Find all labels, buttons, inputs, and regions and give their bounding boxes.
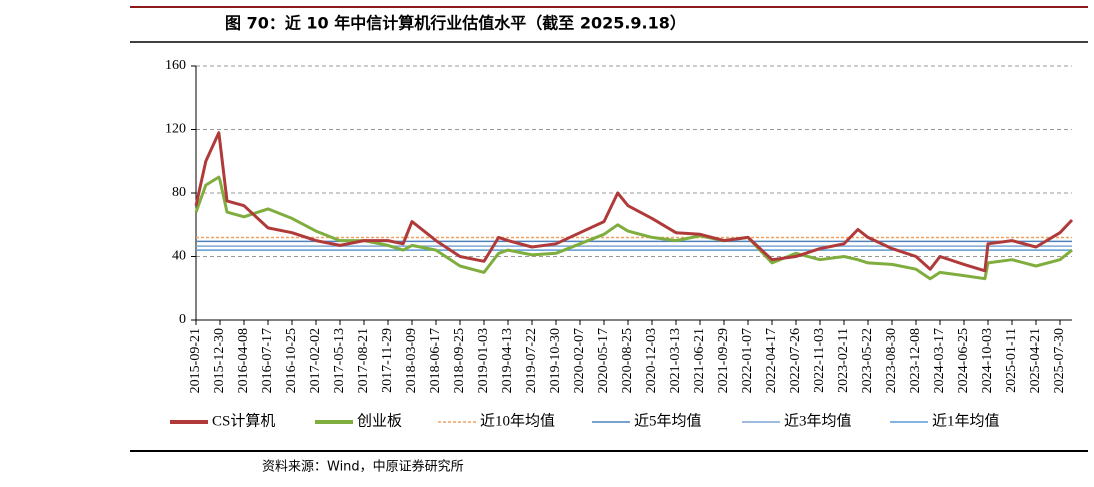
x-tick-label: 2015-09-21 [188,328,203,393]
x-tick-label: 2021-06-21 [692,328,707,393]
x-tick-label: 2024-10-03 [980,328,995,393]
y-tick-label: 0 [179,312,186,327]
x-tick-label: 2022-04-17 [764,328,779,393]
x-tick-label: 2025-04-21 [1028,328,1043,393]
x-tick-label: 2025-07-30 [1052,328,1067,393]
x-tick-label: 2019-10-30 [548,328,563,393]
legend-label: 近5年均值 [634,412,702,429]
x-tick-label: 2022-01-07 [740,328,755,393]
x-tick-label: 2016-10-25 [284,328,299,393]
y-tick-label: 80 [172,185,186,200]
x-tick-label: 2017-02-02 [308,328,323,393]
legend-label: 近3年均值 [784,412,852,429]
x-tick-label: 2019-07-22 [524,328,539,393]
x-tick-label: 2020-08-25 [620,328,635,393]
y-tick-label: 160 [165,58,186,73]
legend-label: CS计算机 [212,411,275,429]
series-line [194,175,1073,281]
x-tick-label: 2024-03-17 [932,328,947,393]
x-tick-label: 2022-07-26 [788,328,803,393]
x-tick-label: 2024-06-25 [956,328,971,393]
x-tick-label: 2021-09-29 [716,328,731,393]
x-tick-label: 2020-12-03 [644,328,659,393]
source: 资料来源：Wind，中原证券研究所 [262,459,464,475]
y-tick-label: 40 [172,249,186,264]
y-tick-label: 120 [165,122,186,137]
x-tick-label: 2018-03-09 [404,328,419,393]
x-tick-label: 2018-06-17 [428,328,443,393]
x-tick-label: 2023-02-11 [836,328,851,393]
x-tick-label: 2016-04-08 [236,328,251,393]
x-tick-label: 2015-12-30 [212,328,227,393]
x-tick-label: 2021-03-13 [668,328,683,393]
legend-label: 创业板 [357,411,402,429]
x-tick-label: 2017-11-29 [380,328,395,393]
series-line [194,131,1074,273]
x-tick-label: 2022-11-03 [812,328,827,393]
x-tick-label: 2017-05-13 [332,328,347,393]
legend-label: 近10年均值 [480,412,555,429]
x-tick-label: 2019-01-03 [476,328,491,393]
x-tick-label: 2020-05-17 [596,328,611,393]
x-tick-label: 2018-09-25 [452,328,467,393]
x-tick-label: 2025-01-11 [1004,328,1019,393]
chart-title: 图 70：近 10 年中信计算机行业估值水平（截至 2025.9.18） [225,14,686,33]
x-tick-label: 2016-07-17 [260,328,275,393]
x-tick-label: 2020-02-07 [572,328,587,393]
x-tick-label: 2023-12-08 [908,328,923,393]
x-tick-label: 2019-04-13 [500,328,515,393]
x-tick-label: 2017-08-21 [356,328,371,393]
x-tick-label: 2023-05-22 [860,328,875,393]
legend-label: 近1年均值 [932,412,1000,429]
x-tick-label: 2023-08-30 [884,328,899,393]
